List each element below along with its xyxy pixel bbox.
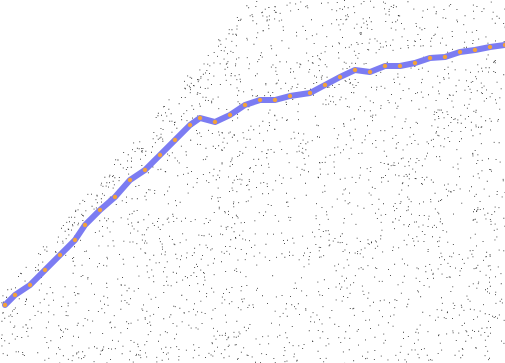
path-line (5, 45, 505, 305)
waypoint (398, 64, 402, 68)
waypoint (73, 238, 77, 242)
waypoint (113, 195, 117, 199)
waypoint (488, 45, 492, 49)
waypoint (173, 138, 177, 142)
waypoint (308, 91, 312, 95)
waypoint (243, 103, 247, 107)
waypoint (228, 113, 232, 117)
waypoint (188, 123, 192, 127)
waypoint (443, 55, 447, 59)
waypoint (158, 153, 162, 157)
waypoint (338, 75, 342, 79)
waypoint (198, 116, 202, 120)
waypoint (428, 56, 432, 60)
waypoint (383, 64, 387, 68)
waypoint (213, 120, 217, 124)
waypoint (458, 50, 462, 54)
waypoint (83, 223, 87, 227)
waypoint (323, 83, 327, 87)
waypoint (258, 98, 262, 102)
waypoint (128, 178, 132, 182)
waypoint (43, 268, 47, 272)
waypoint (473, 48, 477, 52)
waypoint (353, 68, 357, 72)
waypoint (58, 253, 62, 257)
waypoint (3, 303, 7, 307)
waypoint (13, 293, 17, 297)
waypoint (28, 283, 32, 287)
page: {"chart_data": {"type": "line", "x": [5,… (0, 0, 505, 363)
waypoint (413, 61, 417, 65)
waypoint (143, 168, 147, 172)
point-cloud (1, 0, 505, 363)
chart (0, 0, 505, 363)
waypoint (273, 98, 277, 102)
waypoint (288, 94, 292, 98)
waypoint (98, 208, 102, 212)
waypoint (368, 70, 372, 74)
